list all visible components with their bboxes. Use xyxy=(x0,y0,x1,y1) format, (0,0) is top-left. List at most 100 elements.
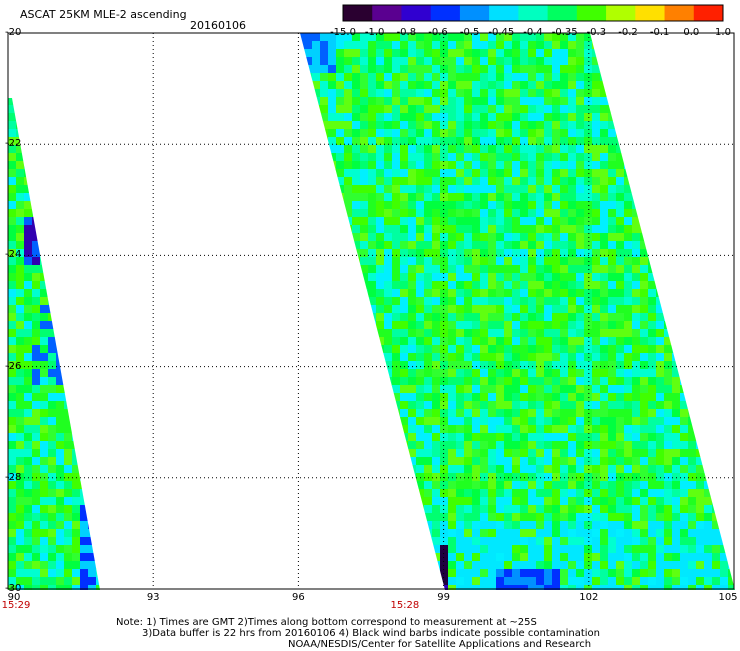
swath-cell xyxy=(472,169,480,177)
swath-cell xyxy=(416,177,424,185)
swath-cell xyxy=(416,145,424,153)
swath-cell xyxy=(464,33,472,41)
swath-cell xyxy=(376,297,384,305)
swath-cell xyxy=(704,569,712,577)
swath-cell xyxy=(504,169,512,177)
swath-cell xyxy=(528,137,536,145)
swath-cell xyxy=(32,98,40,105)
swath-cell xyxy=(456,249,464,257)
swath-cell xyxy=(632,457,640,465)
swath-cell xyxy=(360,177,368,185)
swath-cell xyxy=(544,193,552,201)
swath-cell xyxy=(344,561,352,569)
swath-cell xyxy=(312,513,320,521)
swath-cell xyxy=(552,377,560,385)
swath-cell xyxy=(672,465,680,473)
swath-cell xyxy=(544,33,552,41)
swath-cell xyxy=(400,441,408,449)
swath-cell xyxy=(720,105,728,113)
swath-cell xyxy=(320,33,328,41)
swath-cell xyxy=(712,497,720,505)
swath-cell xyxy=(728,57,735,65)
swath-cell xyxy=(584,289,592,297)
swath-cell xyxy=(528,209,536,217)
swath-cell xyxy=(616,305,624,313)
swath-cell xyxy=(488,153,496,161)
swath-cell xyxy=(640,121,648,129)
swath-cell xyxy=(680,241,688,249)
swath-cell xyxy=(632,225,640,233)
swath-cell xyxy=(464,249,472,257)
swath-cell xyxy=(312,441,320,449)
swath-cell xyxy=(24,241,32,249)
swath-cell xyxy=(584,457,592,465)
swath-cell xyxy=(336,481,344,489)
swath-cell xyxy=(384,409,392,417)
swath-cell xyxy=(32,249,40,257)
swath-cell xyxy=(616,97,624,105)
swath-cell xyxy=(408,209,416,217)
swath-cell xyxy=(704,473,712,481)
swath-cell xyxy=(48,233,56,241)
swath-cell xyxy=(664,393,672,401)
swath-cell xyxy=(376,161,384,169)
swath-cell xyxy=(368,537,376,545)
swath-cell xyxy=(368,329,376,337)
swath-cell xyxy=(624,473,632,481)
swath-cell xyxy=(360,313,368,321)
swath-cell xyxy=(584,209,592,217)
swath-cell xyxy=(64,305,72,313)
swath-cell xyxy=(576,569,584,577)
swath-cell xyxy=(96,201,100,209)
swath-cell xyxy=(352,113,360,121)
swath-cell xyxy=(544,521,552,529)
swath-cell xyxy=(320,57,328,65)
swath-cell xyxy=(56,297,64,305)
swath-cell xyxy=(512,193,520,201)
swath-cell xyxy=(8,201,16,209)
swath-cell xyxy=(448,281,456,289)
swath-cell xyxy=(456,433,464,441)
swath-cell xyxy=(300,497,304,505)
swath-cell xyxy=(656,393,664,401)
swath-cell xyxy=(88,121,96,129)
swath-cell xyxy=(608,401,616,409)
swath-cell xyxy=(400,161,408,169)
swath-cell xyxy=(664,161,672,169)
swath-cell xyxy=(96,265,100,273)
swath-cell xyxy=(384,393,392,401)
swath-cell xyxy=(688,481,696,489)
swath-cell xyxy=(432,433,440,441)
swath-cell xyxy=(712,121,720,129)
swath-cell xyxy=(552,225,560,233)
swath-cell xyxy=(400,417,408,425)
swath-cell xyxy=(336,297,344,305)
swath-cell xyxy=(360,217,368,225)
swath-cell xyxy=(336,201,344,209)
swath-cell xyxy=(408,465,416,473)
swath-cell xyxy=(608,369,616,377)
swath-cell xyxy=(456,561,464,569)
swath-cell xyxy=(488,521,496,529)
swath-cell xyxy=(656,505,664,513)
swath-cell xyxy=(536,73,544,81)
swath-cell xyxy=(416,121,424,129)
swath-cell xyxy=(568,521,576,529)
swath-cell xyxy=(56,169,64,177)
swath-cell xyxy=(344,361,352,369)
swath-cell xyxy=(648,217,656,225)
swath-cell xyxy=(40,281,48,289)
swath-cell xyxy=(648,81,656,89)
swath-cell xyxy=(392,297,400,305)
swath-cell xyxy=(656,465,664,473)
swath-cell xyxy=(592,73,600,81)
swath-cell xyxy=(64,321,72,329)
swath-cell xyxy=(344,161,352,169)
swath-cell xyxy=(72,385,80,393)
swath-cell xyxy=(360,457,368,465)
swath-cell xyxy=(696,521,704,529)
swath-cell xyxy=(488,113,496,121)
swath-cell xyxy=(488,105,496,113)
swath-cell xyxy=(360,561,368,569)
swath-cell xyxy=(40,313,48,321)
